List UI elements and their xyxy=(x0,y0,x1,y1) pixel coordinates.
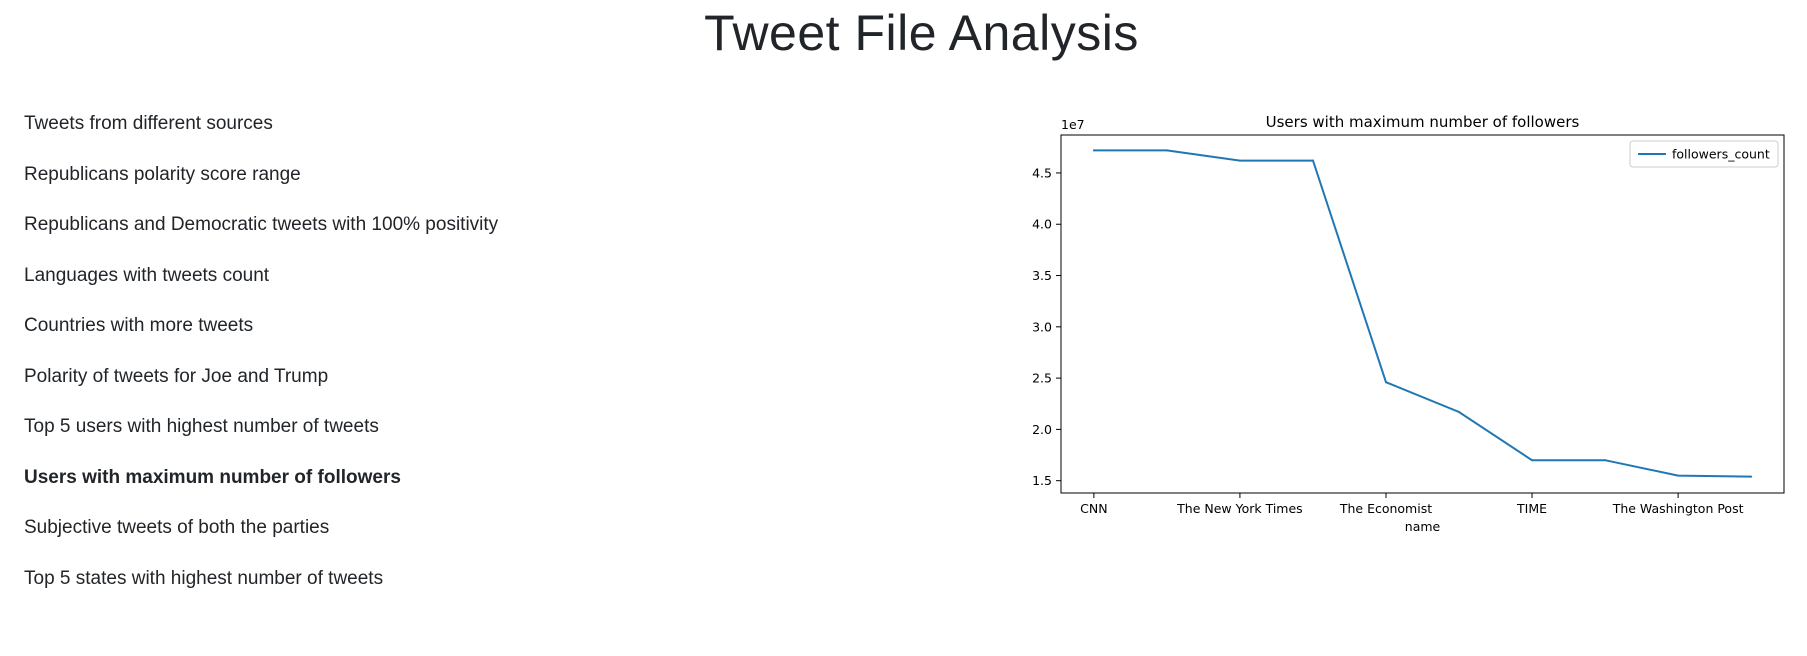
y-tick-label: 4.5 xyxy=(1032,165,1052,180)
data-point xyxy=(1092,149,1095,152)
menu-item-positive-tweets[interactable]: Republicans and Democratic tweets with 1… xyxy=(24,214,499,235)
legend-box xyxy=(1629,140,1779,168)
y-tick-label: 3.0 xyxy=(1032,319,1052,334)
data-point xyxy=(1531,459,1534,462)
y-tick-label: 3.5 xyxy=(1032,268,1052,283)
menu-item-countries[interactable]: Countries with more tweets xyxy=(24,315,254,336)
x-axis-label: name xyxy=(1405,519,1441,534)
data-point xyxy=(1165,149,1168,152)
menu-item-languages[interactable]: Languages with tweets count xyxy=(24,264,270,286)
data-point xyxy=(1677,474,1680,477)
legend-label: followers_count xyxy=(1672,147,1770,162)
menu-item-top-users[interactable]: Top 5 users with highest number of tweet… xyxy=(24,416,379,437)
data-point xyxy=(1238,159,1241,162)
y-tick-label: 4.0 xyxy=(1032,217,1052,232)
y-tick-label: 2.5 xyxy=(1032,371,1052,386)
y-tick-label: 2.0 xyxy=(1032,422,1052,437)
menu-item-subjective-tweets[interactable]: Subjective tweets of both the parties xyxy=(24,517,330,538)
data-point xyxy=(1458,410,1461,413)
plot-frame xyxy=(1060,134,1785,494)
data-point xyxy=(1604,459,1607,462)
data-point xyxy=(1311,159,1314,162)
chart-title: Users with maximum number of followers xyxy=(1266,113,1580,131)
x-tick-label: CNN xyxy=(1080,501,1107,516)
y-tick-label: 1.5 xyxy=(1032,473,1052,488)
analysis-menu: Tweets from different sources Republican… xyxy=(24,106,498,611)
series-line-followers_count xyxy=(1093,149,1752,478)
menu-item-tweet-sources[interactable]: Tweets from different sources xyxy=(24,113,273,134)
data-point xyxy=(1384,381,1387,384)
menu-item-republican-polarity[interactable]: Republicans polarity score range xyxy=(24,163,301,185)
menu-item-joe-trump-polarity[interactable]: Polarity of tweets for Joe and Trump xyxy=(24,365,329,387)
menu-item-max-followers[interactable]: Users with maximum number of followers xyxy=(24,466,401,488)
x-tick-label: TIME xyxy=(1516,501,1547,516)
x-tick-label: The Economist xyxy=(1339,501,1432,516)
page-title: Tweet File Analysis xyxy=(704,5,1139,61)
y-offset-label: 1e7 xyxy=(1061,117,1085,132)
x-tick-label: The New York Times xyxy=(1176,501,1303,516)
x-tick-label: The Washington Post xyxy=(1612,501,1744,516)
menu-item-top-states[interactable]: Top 5 states with highest number of twee… xyxy=(24,567,384,589)
data-point xyxy=(1750,475,1753,478)
